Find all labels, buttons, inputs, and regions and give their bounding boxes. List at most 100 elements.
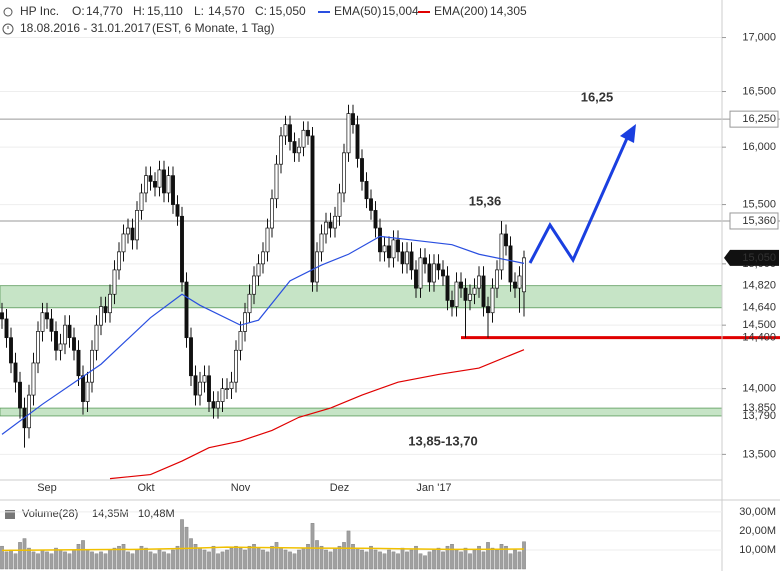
volume-bar	[477, 545, 481, 570]
candle-body	[432, 263, 436, 283]
candle-body	[274, 163, 279, 200]
candle-body	[238, 331, 243, 351]
volume-bar	[108, 549, 112, 570]
volume-bar	[234, 545, 238, 570]
volume-bar	[144, 547, 148, 570]
candle-body	[364, 181, 369, 200]
volume-bar	[441, 551, 445, 570]
volume-bar	[45, 551, 49, 570]
period-note: (EST, 6 Monate, 1 Tag)	[152, 21, 275, 35]
volume-bar	[117, 545, 121, 570]
volume-bar	[256, 547, 261, 570]
candle-body	[445, 275, 450, 301]
candle-body	[157, 169, 162, 188]
level-box	[729, 110, 779, 128]
candle-body	[67, 324, 72, 339]
marks-layer	[0, 104, 526, 480]
volume-bar	[175, 545, 180, 570]
candle-body	[54, 331, 58, 351]
ohlc-key: O:	[72, 4, 85, 18]
ohlc-value: 14,570	[208, 4, 245, 18]
volume-bar	[63, 551, 67, 570]
volume-bar	[76, 544, 81, 570]
candle-body	[490, 287, 495, 314]
volume-bar	[414, 545, 418, 570]
volume-bar	[225, 549, 229, 570]
ohlc-key: C:	[255, 4, 267, 18]
last-price-tag	[724, 249, 779, 266]
candle-body	[216, 401, 220, 409]
candle-body	[369, 198, 373, 211]
volume-bar	[342, 542, 346, 570]
volume-bar	[166, 553, 171, 570]
candle-body	[175, 204, 180, 217]
volume-bar	[454, 549, 459, 570]
volume-bar	[310, 523, 315, 570]
volume-bar	[508, 553, 513, 570]
volume-bar	[112, 547, 117, 570]
volume-bar	[135, 549, 139, 570]
candle-body	[99, 306, 103, 326]
legend-label: EMA(200)	[434, 4, 488, 18]
volume-bar	[85, 549, 90, 570]
volume-bar	[328, 551, 333, 570]
candle-body	[486, 306, 490, 314]
volume-bar	[153, 553, 157, 570]
volume-bar	[319, 545, 324, 570]
candle-body	[63, 324, 67, 345]
volume-last: 14,35M	[92, 508, 129, 520]
volume-bar	[517, 551, 522, 570]
y-tick-label: 15,500	[742, 198, 776, 210]
candle-body	[121, 233, 126, 253]
volume-bar	[139, 545, 144, 570]
candle-body	[297, 146, 301, 154]
candle-body	[27, 394, 31, 429]
indicator-line	[1, 235, 525, 435]
volume-bar	[36, 553, 40, 570]
volume-bar	[270, 545, 274, 570]
candle-body	[126, 227, 130, 235]
volume-bar	[27, 547, 31, 570]
candle-body	[243, 312, 247, 332]
candle-body	[112, 269, 117, 295]
candle-body	[423, 257, 427, 265]
candle-body	[36, 331, 40, 364]
volume-bar	[301, 547, 306, 570]
candle-body	[202, 375, 207, 383]
candle-body	[72, 337, 76, 351]
volume-bar	[180, 519, 184, 570]
volume-bar	[265, 551, 270, 570]
candle-body	[0, 312, 4, 320]
volume-bar	[306, 544, 310, 570]
volume-tick-label: 20,00M	[739, 525, 776, 537]
candle-body	[180, 215, 184, 283]
volume-bar	[252, 544, 256, 570]
candle-body	[495, 269, 499, 289]
forecast-arrow	[528, 135, 630, 264]
candle-body	[45, 312, 49, 320]
candle-body	[130, 227, 135, 241]
volume-bar	[382, 553, 387, 570]
level-box	[729, 212, 779, 230]
volume-bar	[274, 542, 279, 570]
candle-body	[400, 251, 405, 265]
y-tick-label: 13,500	[742, 448, 776, 460]
volume-bar	[400, 547, 405, 570]
x-tick-label: Nov	[231, 482, 251, 494]
candle-body	[427, 263, 432, 283]
volume-bar	[67, 553, 72, 570]
candle-body	[436, 263, 441, 271]
volume-bar	[94, 553, 99, 570]
candle-body	[256, 263, 261, 277]
candle-body	[414, 269, 418, 289]
volume-bar	[346, 530, 351, 570]
volume-bar	[522, 541, 526, 570]
y-tick-label: 14,500	[742, 319, 776, 331]
candle-body	[283, 124, 288, 137]
annotation: 16,25	[581, 89, 614, 104]
volume-bar	[103, 553, 108, 570]
candle-body	[252, 275, 256, 295]
arrow-head	[620, 124, 636, 143]
volume-bar	[432, 549, 436, 570]
volume-bar	[378, 551, 382, 570]
